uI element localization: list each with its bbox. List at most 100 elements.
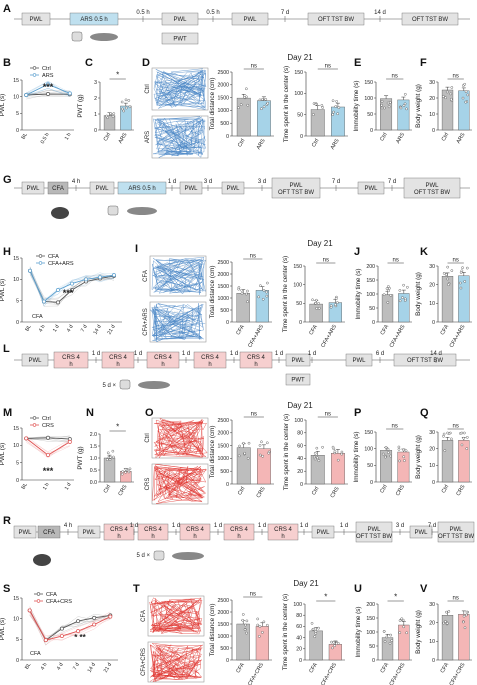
dot-i2 xyxy=(266,281,269,285)
chart-b-ytick-label-0: 0 xyxy=(16,128,19,134)
indiv-line xyxy=(26,88,70,98)
timeline-a-step-3-label: PWL xyxy=(243,17,257,23)
dot-i3 xyxy=(317,302,320,305)
timeline-l-step-5-box xyxy=(239,351,273,369)
chart-p-ytick-label-1: 50 xyxy=(367,463,373,469)
chart-o2-ytick-label-0: 0 xyxy=(226,482,229,488)
timeline-r-step-1-label: CFA xyxy=(43,530,55,536)
timeline-r-step-5-box xyxy=(179,523,211,541)
track-i-cfa-path xyxy=(151,256,206,295)
xlabel-n-0: Ctrl xyxy=(103,484,112,494)
timeline-l-step-7-box xyxy=(345,353,373,367)
dot-d2 xyxy=(261,98,264,101)
dot-n xyxy=(127,470,131,474)
xlabel-i2-1: CFA+ARS xyxy=(247,324,265,349)
timeline-g-gap-1: 1 d xyxy=(168,179,176,185)
dot-e xyxy=(404,93,407,96)
xlabel-k-0: CFA xyxy=(440,324,451,337)
chart-t2-ytick-label-2: 1000 xyxy=(217,634,229,640)
timeline-r-step-6-label-2: h xyxy=(237,534,240,540)
dot-d2 xyxy=(264,98,268,101)
dot-t3 xyxy=(310,622,314,625)
series-point-1 xyxy=(92,622,97,627)
dot-u xyxy=(382,630,386,633)
chart-u-ytick-label-4: 200 xyxy=(366,602,375,608)
xlabel-d3-0: Ctrl xyxy=(311,138,320,148)
timeline-l-step-2-box xyxy=(101,351,135,369)
timeline-g-step-1-label: CFA xyxy=(52,186,64,192)
xlabel-o2-1: CRS xyxy=(256,486,267,499)
chart-o3: 0 20 40 60 80 100 Time spent in the center (s)… xyxy=(283,412,348,499)
chart-c-ytick-label-1: 1 xyxy=(94,112,97,118)
chart-u-ytick-label-3: 150 xyxy=(366,616,375,622)
legend-marker-1 xyxy=(36,599,41,603)
chart-o2-ytick-label-4: 2000 xyxy=(217,431,229,437)
chart-b-ytick-label-2: 10 xyxy=(13,94,19,100)
chart-n-ytick-label-3: 1.5 xyxy=(90,444,97,450)
sig-q: ns xyxy=(453,424,459,430)
legend-label-m-0: Ctrl xyxy=(42,416,51,422)
dot-n xyxy=(128,467,132,471)
chart-h-ytick-label-2: 10 xyxy=(13,277,19,283)
dot-t2 xyxy=(244,623,247,627)
chart-d3-ylabel: Time spent in the center (s) xyxy=(283,66,290,142)
chart-t3-ytick-label-5: 100 xyxy=(293,602,302,608)
track-d-ars: ARS xyxy=(145,115,209,159)
dot-t2 xyxy=(241,613,245,616)
timeline-g-step-5-label: PWL xyxy=(226,186,240,192)
timeline-l-step-1-box xyxy=(53,351,89,369)
dot-u xyxy=(390,639,394,642)
chart-d2-ytick-label-2: 1000 xyxy=(217,108,229,114)
dot-i2 xyxy=(246,300,249,304)
dot-d3 xyxy=(336,112,340,116)
sig-t3: * xyxy=(324,593,327,602)
timeline-r-step-7-label-2: h xyxy=(281,534,284,540)
dot-j xyxy=(402,283,405,287)
chart-h-ytick-label-0: 0 xyxy=(16,320,19,326)
dot-u xyxy=(400,617,404,621)
track-d-ars-label: ARS xyxy=(145,131,151,143)
dot-n xyxy=(111,449,115,453)
chart-i2-ylabel: Total distance (cm) xyxy=(209,266,216,319)
dot-p xyxy=(402,448,405,452)
xlabel-s-4: 14 d xyxy=(87,662,97,674)
indiv-line xyxy=(26,95,70,98)
dot-p xyxy=(397,445,401,449)
dot-d3 xyxy=(331,113,334,116)
indiv-line xyxy=(26,88,70,96)
sig-b: *** xyxy=(43,82,54,92)
mouse-icon-l xyxy=(138,381,170,389)
dot-v xyxy=(465,610,469,614)
chart-m-ytick-label-0: 0 xyxy=(16,478,19,484)
timeline-l-gap-7: 14 d xyxy=(430,351,442,357)
dot-i2 xyxy=(257,295,260,299)
xlabel-s-5: 21 d xyxy=(103,662,113,674)
dot-o3 xyxy=(316,456,319,460)
dot-k xyxy=(450,269,454,272)
bar-q-1 xyxy=(458,440,470,483)
dot-t3 xyxy=(314,630,318,633)
panel-letter-l: L xyxy=(3,343,10,355)
timeline-g-step-5-box xyxy=(221,181,245,195)
chart-i2-ytick-label-5: 2500 xyxy=(217,260,229,266)
bar-k-0 xyxy=(441,276,454,323)
timeline-l-gap-4: 1 d xyxy=(275,351,283,357)
timeline-g-step-6-label: PWL xyxy=(289,183,303,189)
dot-n xyxy=(108,458,112,462)
timeline-g-step-3-label: ARS 0.5 h xyxy=(128,186,155,192)
chart-n-ytick-label-4: 2.0 xyxy=(90,432,97,438)
timeline-r-step-3-label-2: h xyxy=(117,534,120,540)
sig-s: * ** xyxy=(74,633,86,642)
chart-t2-ytick-label-0: 0 xyxy=(226,658,229,664)
panel-letter-k: K xyxy=(420,246,428,258)
dot-f xyxy=(464,100,468,104)
indiv-line xyxy=(26,438,70,452)
chart-f-ylabel: Body weight (g) xyxy=(415,84,422,128)
indiv-line xyxy=(26,435,70,453)
day-label-2: Day 21 xyxy=(307,239,333,248)
timeline-g-gap-2: 3 d xyxy=(204,179,212,185)
dot-o2 xyxy=(260,440,263,444)
timeline-r-gap-7: 3 d xyxy=(396,523,404,529)
timeline-g-step-4-label: PWL xyxy=(184,186,198,192)
xlabel-o3-1: CRS xyxy=(330,486,341,499)
